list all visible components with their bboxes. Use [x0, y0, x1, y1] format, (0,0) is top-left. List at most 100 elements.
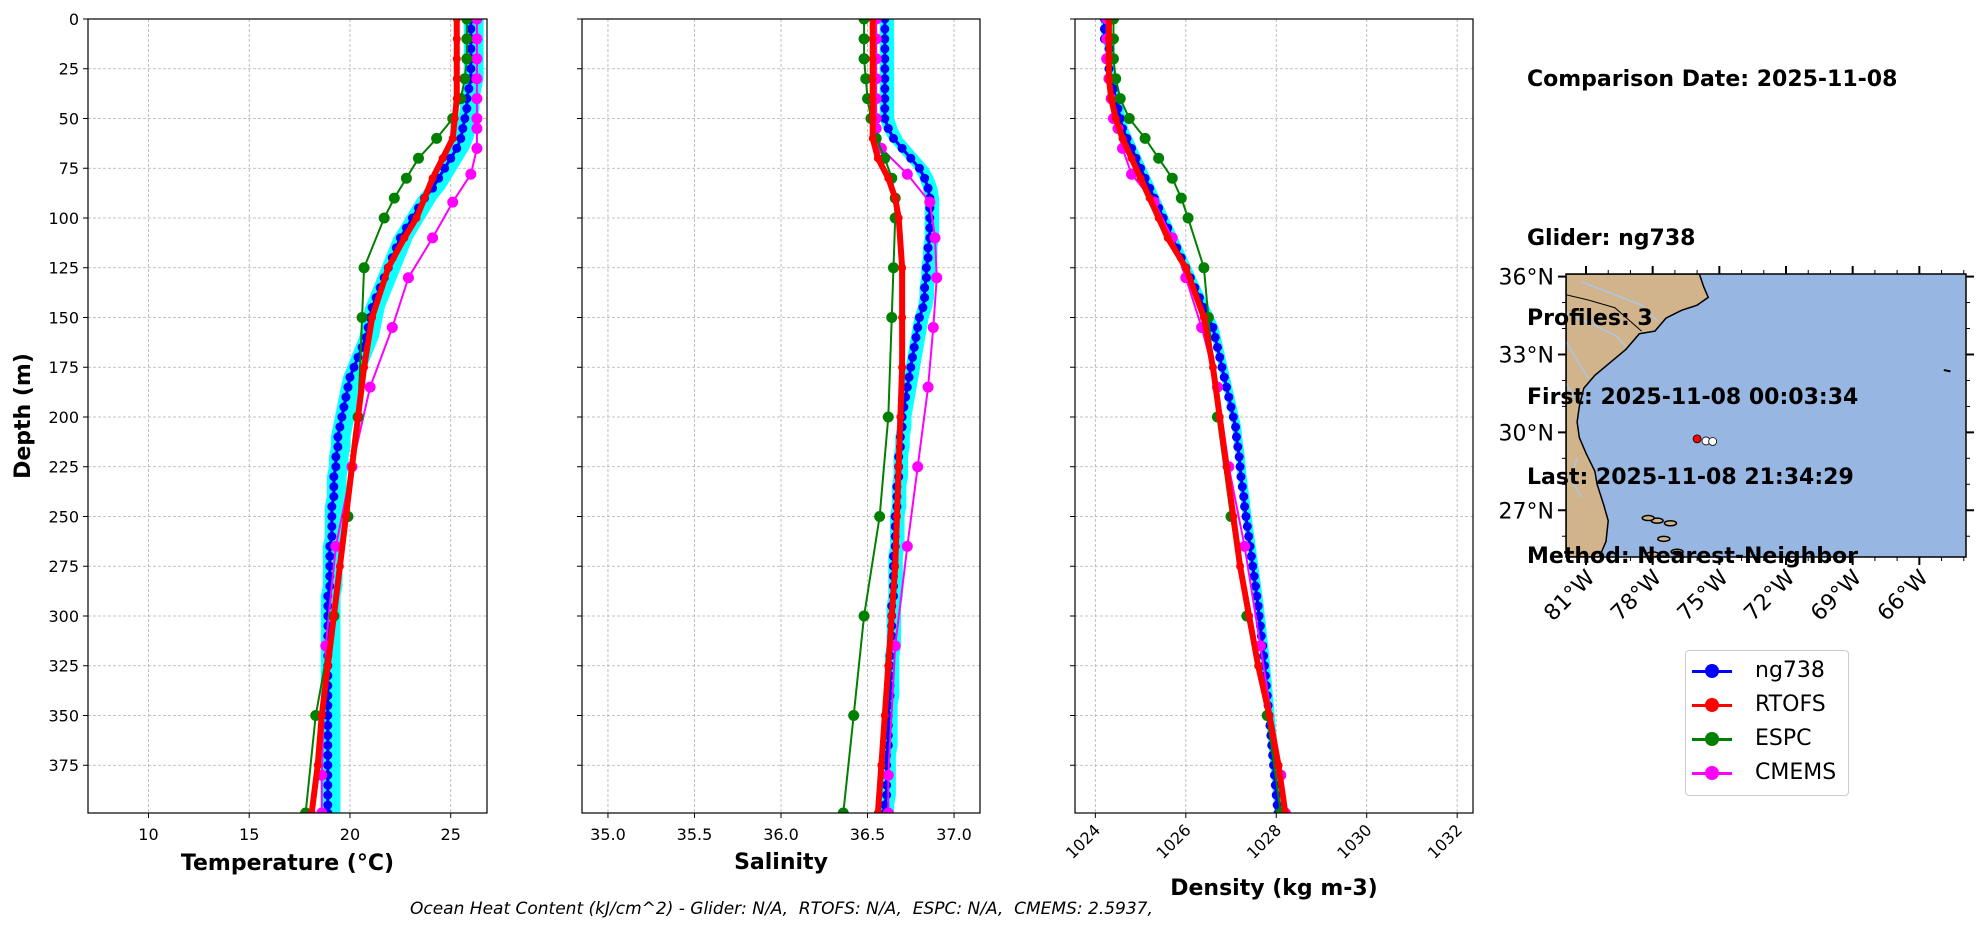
data-point	[337, 412, 347, 422]
data-point	[386, 321, 398, 333]
data-point	[1145, 194, 1154, 203]
data-point	[427, 232, 439, 244]
data-point	[465, 168, 477, 180]
data-point	[456, 133, 466, 143]
data-point	[873, 154, 882, 163]
comparison-date: Comparison Date: 2025-11-08	[1527, 67, 1898, 92]
data-point	[1236, 562, 1245, 571]
island	[1657, 535, 1671, 543]
data-point	[880, 113, 890, 123]
data-point	[330, 540, 342, 552]
data-point	[912, 461, 924, 473]
data-point	[920, 283, 930, 293]
data-point	[325, 551, 335, 561]
series-line	[1112, 19, 1282, 813]
data-point	[323, 760, 333, 770]
data-point	[339, 402, 349, 412]
data-point	[918, 303, 928, 313]
data-point	[898, 363, 907, 372]
plot-area	[837, 19, 943, 813]
data-point	[1242, 521, 1252, 531]
data-point	[323, 750, 333, 760]
data-point	[880, 104, 890, 114]
data-point	[868, 114, 877, 123]
data-point	[327, 521, 337, 531]
data-point	[461, 19, 473, 25]
data-point	[1237, 482, 1247, 492]
data-point	[343, 382, 353, 392]
data-point	[886, 311, 898, 323]
data-point	[904, 372, 914, 382]
data-point	[892, 512, 901, 521]
data-point	[412, 152, 424, 164]
y-tick-label: 75	[59, 159, 79, 178]
data-point	[440, 163, 450, 173]
data-point	[327, 531, 337, 541]
data-point	[891, 562, 900, 571]
x-tick-label: 35.0	[590, 825, 626, 844]
river	[1566, 382, 1576, 399]
map-frame	[1565, 273, 1967, 558]
series-rtofs	[307, 19, 461, 813]
y-tick-label: 25	[59, 60, 79, 79]
data-point	[901, 168, 913, 180]
data-point	[420, 194, 429, 203]
data-point	[450, 114, 459, 123]
y-tick-label: 225	[48, 458, 79, 477]
data-point	[428, 174, 437, 183]
data-point	[1231, 432, 1241, 442]
data-point	[1236, 472, 1246, 482]
data-point	[1181, 263, 1190, 272]
data-point	[412, 213, 421, 222]
data-point	[400, 172, 412, 184]
axes-frame	[87, 18, 488, 814]
data-point	[868, 34, 877, 43]
legend-label: ESPC	[1755, 726, 1812, 751]
data-point	[471, 122, 483, 134]
data-point	[880, 84, 890, 94]
data-point	[331, 452, 341, 462]
data-point	[906, 362, 916, 372]
data-point	[837, 807, 849, 813]
data-point	[880, 24, 890, 34]
island	[1670, 548, 1684, 556]
data-point	[329, 472, 339, 482]
info-panel: Comparison Date: 2025-11-08 Glider: ng73…	[1527, 14, 1897, 597]
river	[1569, 458, 1583, 498]
data-point	[323, 661, 332, 670]
x-tick-label: 36.5	[850, 825, 886, 844]
ohc-footer: Ocean Heat Content (kJ/cm^2) - Glider: N…	[410, 899, 1153, 919]
map-marker	[1692, 434, 1702, 444]
data-point	[923, 243, 933, 253]
data-point	[323, 710, 333, 720]
y-tick-label: 375	[48, 756, 79, 775]
y-tick-label: 350	[48, 706, 79, 725]
data-point	[329, 492, 339, 502]
data-point	[323, 790, 333, 800]
lat-tick-label: 33°N	[1499, 343, 1554, 368]
data-point	[1253, 601, 1263, 611]
data-point	[317, 711, 326, 720]
data-point	[1215, 412, 1224, 421]
data-point	[858, 53, 870, 65]
data-point	[466, 44, 476, 54]
data-point	[452, 74, 461, 83]
data-point	[323, 800, 333, 810]
data-point	[462, 104, 472, 114]
data-point	[327, 502, 337, 512]
data-point	[1153, 152, 1165, 164]
legend-marker	[1705, 664, 1719, 678]
data-point	[897, 143, 907, 153]
data-point	[868, 134, 877, 143]
x-axis-label: Salinity	[734, 850, 828, 875]
data-point	[882, 411, 894, 423]
data-point	[358, 262, 370, 274]
data-point	[341, 512, 350, 521]
data-point	[438, 154, 447, 163]
data-point	[927, 321, 939, 333]
y-tick-label: 200	[48, 408, 79, 427]
data-point	[880, 64, 890, 74]
data-point	[1107, 94, 1116, 103]
data-point	[880, 74, 890, 84]
